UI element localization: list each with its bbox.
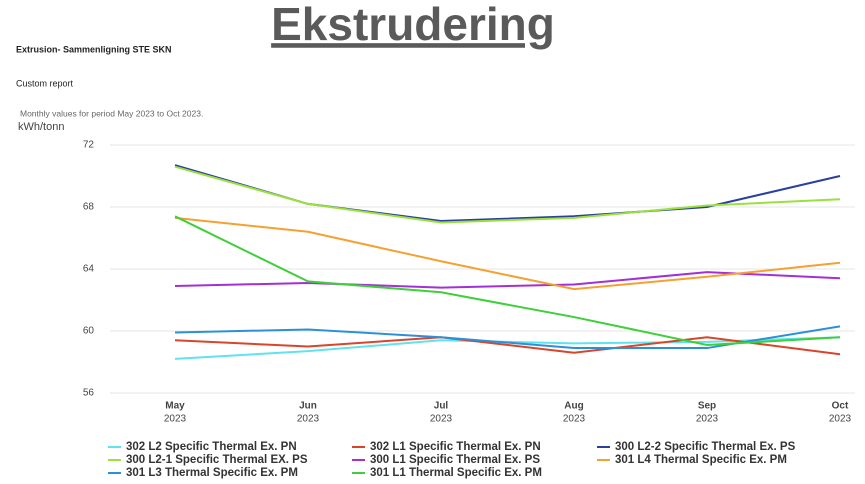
legend-label: 302 L2 Specific Thermal Ex. PN bbox=[126, 441, 297, 453]
series-line bbox=[174, 215, 841, 346]
legend-label: 301 L4 Thermal Specific Ex. PM bbox=[615, 454, 787, 466]
x-tick-label: Oct bbox=[832, 401, 849, 412]
legend-label: 301 L3 Thermal Specific Ex. PM bbox=[126, 467, 298, 479]
y-tick-label: 64 bbox=[83, 264, 95, 275]
series-line bbox=[174, 271, 841, 289]
x-tick-label: Sep bbox=[698, 401, 716, 412]
x-tick-label: 2023 bbox=[829, 414, 852, 425]
y-tick-label: 72 bbox=[83, 140, 95, 151]
x-tick-label: 2023 bbox=[164, 414, 187, 425]
x-tick-label: Jun bbox=[299, 401, 317, 412]
series-line bbox=[174, 216, 841, 291]
x-tick-label: May bbox=[165, 401, 185, 412]
x-tick-label: Aug bbox=[564, 401, 583, 412]
x-tick-label: Jul bbox=[434, 401, 449, 412]
chart-title: Extrusion- Sammenligning STE SKN bbox=[16, 44, 172, 54]
y-tick-label: 56 bbox=[83, 388, 95, 399]
legend-label: 300 L1 Specific Thermal Ex. PS bbox=[370, 454, 540, 466]
series-line bbox=[174, 164, 841, 222]
y-axis-label: kWh/tonn bbox=[18, 121, 64, 133]
x-tick-label: 2023 bbox=[696, 414, 719, 425]
chart-subtitle: Custom report bbox=[16, 78, 74, 88]
y-tick-label: 68 bbox=[83, 202, 95, 213]
legend-label: 301 L1 Thermal Specific Ex. PM bbox=[370, 467, 542, 479]
legend-label: 300 L2-2 Specific Thermal Ex. PS bbox=[615, 441, 796, 453]
chart-note: Monthly values for period May 2023 to Oc… bbox=[20, 108, 203, 118]
series-line bbox=[174, 165, 841, 224]
page-title: Ekstrudering bbox=[271, 0, 555, 50]
y-tick-label: 60 bbox=[83, 326, 95, 337]
x-tick-label: 2023 bbox=[297, 414, 320, 425]
legend-label: 300 L2-1 Specific Thermal EX. PS bbox=[126, 454, 308, 466]
series-line bbox=[174, 336, 841, 356]
x-tick-label: 2023 bbox=[563, 414, 586, 425]
legend-label: 302 L1 Specific Thermal Ex. PN bbox=[370, 441, 541, 453]
x-tick-label: 2023 bbox=[430, 414, 453, 425]
